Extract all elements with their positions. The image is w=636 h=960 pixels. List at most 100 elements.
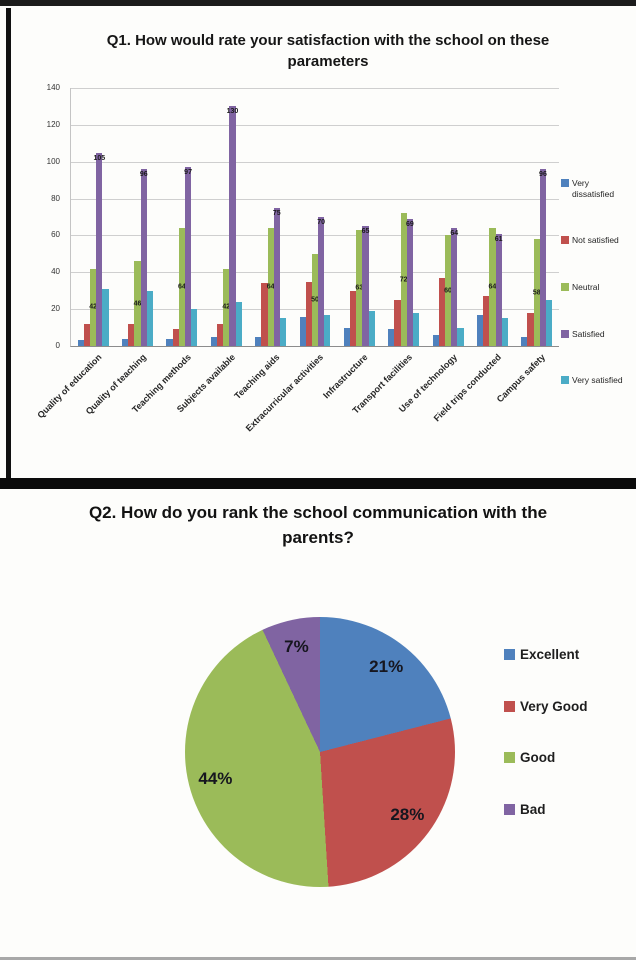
- bar-very-satisfied: [412, 312, 420, 346]
- bar-very-dissatisfied: [432, 334, 439, 346]
- q2-legend: Excellent Very Good Good Bad: [504, 648, 588, 816]
- legend-label: Very dissatisfied: [572, 178, 615, 199]
- bar-data-label: 65: [361, 228, 370, 236]
- bar-satisfied: 96: [139, 169, 148, 346]
- legend-swatch: [561, 236, 569, 245]
- q1-y-tick: 140: [46, 83, 60, 92]
- bar-very-dissatisfied: [77, 340, 84, 346]
- bar-very-dissatisfied: [122, 338, 129, 346]
- bar-neutral: 64: [266, 228, 275, 346]
- q1-legend-item: Very satisfied: [561, 375, 625, 386]
- bar-very-dissatisfied: [255, 336, 262, 346]
- q2-legend-item: Very Good: [504, 699, 588, 714]
- legend-swatch: [561, 179, 569, 187]
- q2-legend-item: Excellent: [504, 648, 588, 662]
- q2-pie: [185, 617, 455, 887]
- bar-very-satisfied: [368, 311, 375, 346]
- bar-data-label: 61: [494, 235, 503, 243]
- bar-neutral: 60: [444, 235, 452, 346]
- bar-neutral: 58: [533, 239, 541, 346]
- q2-legend-item: Bad: [504, 802, 588, 817]
- bar-not-satisfied: [128, 323, 135, 346]
- legend-label: Satisfied: [572, 328, 605, 339]
- bar-data-label: 64: [266, 283, 275, 291]
- q1-bar-cluster: 64 97: [160, 88, 204, 346]
- bar-data-label: 69: [405, 220, 414, 228]
- q1-clusters: 42 105 46 96 64 97 42 130 64 75 50 70 63 65 72 69 60 64 64…: [71, 88, 559, 346]
- bar-satisfied: 64: [450, 228, 458, 346]
- pie-data-label: 28%: [390, 805, 425, 825]
- bar-data-label: 60: [444, 287, 452, 295]
- bar-not-satisfied: [216, 323, 224, 346]
- q1-bar-cluster: 42 105: [71, 88, 115, 346]
- q1-bar-cluster: 63 65: [337, 88, 381, 346]
- q1-legend: Very dissatisfied Not satisfied Neutral Sat…: [561, 178, 625, 386]
- bar-not-satisfied: [394, 299, 401, 346]
- bar-not-satisfied: [83, 323, 91, 346]
- legend-label: Neutral: [572, 282, 600, 292]
- q1-y-tick: 60: [51, 230, 60, 240]
- bar-neutral: 64: [177, 228, 186, 346]
- bar-satisfied: 96: [539, 169, 547, 346]
- q1-gridline: [71, 88, 559, 89]
- legend-swatch: [504, 752, 515, 764]
- top-border: [0, 0, 636, 6]
- bar-data-label: 70: [317, 219, 326, 226]
- bar-data-label: 72: [399, 276, 408, 284]
- bar-not-satisfied: [527, 312, 534, 346]
- bar-very-dissatisfied: [343, 327, 351, 346]
- bar-very-dissatisfied: [476, 314, 484, 346]
- q1-bar-cluster: 72 69: [382, 88, 426, 346]
- q1-bar-cluster: 42 130: [204, 88, 248, 346]
- q1-bar-cluster: 58 96: [515, 88, 559, 346]
- bar-very-satisfied: [102, 288, 109, 346]
- bar-satisfied: 97: [184, 167, 192, 346]
- pie-data-label: 7%: [284, 636, 309, 656]
- q2-title: Q2. How do you rank the school communica…: [88, 503, 548, 547]
- q1-legend-item: Very dissatisfied: [561, 178, 625, 199]
- bar-not-satisfied: [483, 296, 490, 346]
- q1-plot-area: 42 105 46 96 64 97 42 130 64 75 50 70 63 65 72 69 60 64 64…: [70, 88, 559, 347]
- bar-neutral: 46: [134, 261, 141, 346]
- bar-very-satisfied: [324, 314, 331, 346]
- bar-data-label: 63: [355, 284, 364, 292]
- bar-data-label: 64: [177, 283, 186, 291]
- bar-very-satisfied: [457, 327, 464, 346]
- q1-gridline: [71, 198, 559, 200]
- legend-swatch: [504, 803, 515, 815]
- q1-category-label: Campus safety: [494, 352, 548, 405]
- bar-data-label: 97: [184, 169, 192, 177]
- bar-neutral: 63: [355, 229, 364, 346]
- bar-neutral: 42: [222, 268, 231, 346]
- q1-category-label: Teaching aids: [232, 352, 282, 402]
- bar-data-label: 42: [222, 303, 231, 311]
- bar-not-satisfied: [438, 277, 445, 346]
- bar-not-satisfied: [350, 290, 357, 346]
- bar-data-label: 105: [93, 154, 106, 162]
- bar-satisfied: 65: [361, 226, 370, 346]
- legend-label: Good: [520, 750, 556, 765]
- q1-gridline: [71, 124, 559, 126]
- bar-very-dissatisfied: [299, 316, 306, 346]
- section-divider: [0, 478, 636, 489]
- bar-not-satisfied: [172, 329, 179, 346]
- bar-data-label: 50: [311, 296, 319, 304]
- q1-y-tick: 0: [55, 341, 60, 350]
- q1-y-tick: 120: [46, 119, 60, 129]
- bar-very-dissatisfied: [210, 336, 217, 346]
- bar-neutral: 64: [488, 228, 497, 346]
- bar-very-dissatisfied: [166, 338, 173, 346]
- bar-very-dissatisfied: [388, 329, 395, 346]
- bar-data-label: 96: [139, 171, 148, 179]
- pie-data-label: 44%: [198, 768, 233, 788]
- bar-data-label: 64: [488, 283, 497, 291]
- bar-satisfied: 70: [317, 217, 326, 346]
- bar-neutral: 50: [311, 253, 319, 346]
- bar-satisfied: 61: [494, 233, 503, 346]
- bar-not-satisfied: [261, 283, 268, 346]
- legend-swatch: [561, 329, 569, 338]
- q2-legend-item: Good: [504, 751, 588, 765]
- q1-bar-cluster: 46 96: [115, 88, 159, 346]
- q1-y-tick: 40: [51, 267, 60, 277]
- q1-legend-item: Not satisfied: [561, 235, 625, 246]
